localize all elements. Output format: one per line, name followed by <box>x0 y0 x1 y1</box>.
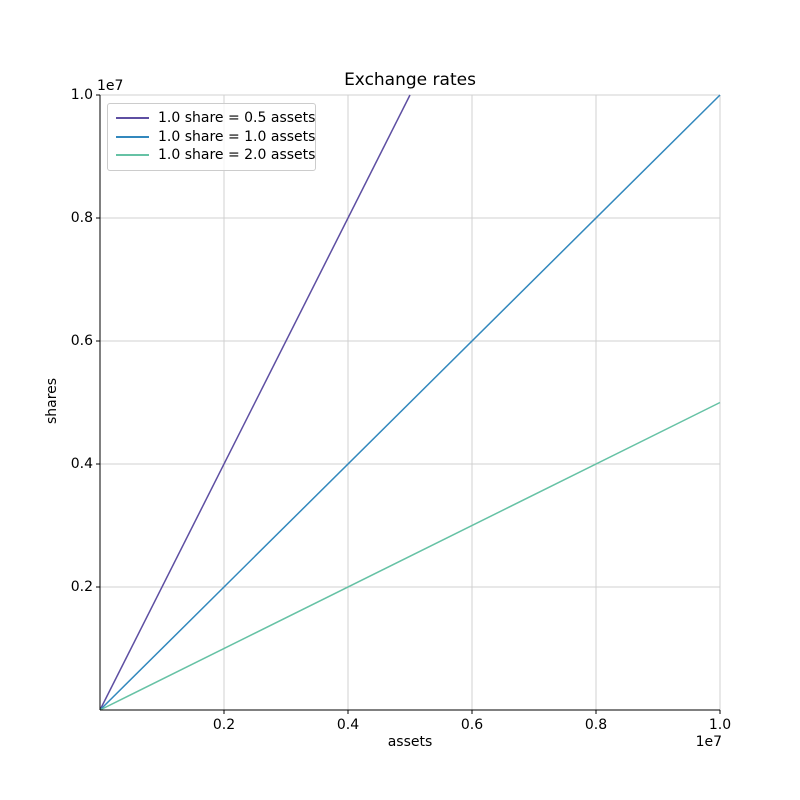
legend-item: 1.0 share = 1.0 assets <box>108 128 315 147</box>
y-tick-label: 0.6 <box>70 332 93 349</box>
chart-title: Exchange rates <box>344 70 476 90</box>
x-tick-label: 0.4 <box>336 717 360 733</box>
legend-label: 1.0 share = 1.0 assets <box>158 128 316 145</box>
x-axis-label: assets <box>387 734 433 750</box>
series-line <box>99 401 721 711</box>
legend-label: 1.0 share = 2.0 assets <box>158 147 316 164</box>
y-tick-label: 0.2 <box>70 578 93 595</box>
x-tick-label: 1.0 <box>708 717 732 733</box>
legend-item: 1.0 share = 2.0 assets <box>108 146 315 165</box>
legend: 1.0 share = 0.5 assets 1.0 share = 1.0 a… <box>107 103 316 171</box>
legend-label: 1.0 share = 0.5 assets <box>158 110 316 127</box>
y-tick-label: 1.0 <box>70 86 93 103</box>
legend-line-swatch <box>116 154 149 157</box>
y-axis-offset-text: 1e7 <box>97 78 124 94</box>
series-line <box>99 94 411 711</box>
y-tick-label: 0.4 <box>70 455 93 472</box>
y-tick-label: 0.8 <box>70 209 93 226</box>
y-axis-label: shares <box>44 377 60 425</box>
legend-line-swatch <box>116 135 149 138</box>
x-tick-label: 0.2 <box>212 717 236 733</box>
x-axis-offset-text: 1e7 <box>695 734 722 750</box>
legend-line-swatch <box>116 117 149 120</box>
legend-item: 1.0 share = 0.5 assets <box>108 109 315 128</box>
x-tick-label: 0.8 <box>584 717 608 733</box>
x-tick-label: 0.6 <box>460 717 484 733</box>
series-line <box>99 94 721 711</box>
